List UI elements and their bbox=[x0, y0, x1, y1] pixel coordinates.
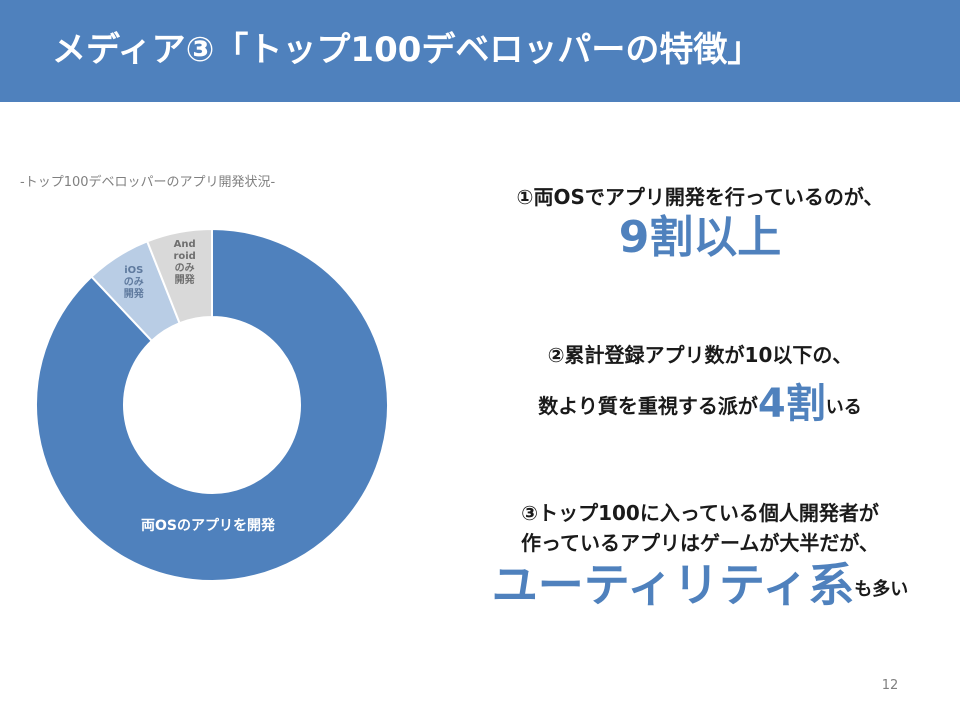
point-2-post: いる bbox=[825, 397, 862, 418]
point-3-post: も多い bbox=[854, 579, 909, 600]
point-1-text: ①両OSでアプリ開発を行っているのが、 bbox=[516, 185, 884, 209]
chart-caption: -トップ100デベロッパーのアプリ開発状況- bbox=[20, 175, 276, 190]
point-2-text-line1: ②累計登録アプリ数が10以下の、 bbox=[547, 343, 853, 367]
point-3-text-line3: ユーティリティ系も多い bbox=[440, 552, 960, 618]
point-2-highlight: 4割 bbox=[757, 381, 826, 427]
title-bar: メディア③「トップ100デベロッパーの特徴」 bbox=[0, 0, 960, 102]
donut-slice-label: And roid のみ開発 bbox=[173, 239, 195, 286]
donut-slice bbox=[35, 227, 389, 582]
donut-slice bbox=[145, 227, 213, 325]
point-3-text-line2: 作っているアプリはゲームが大半だが、 bbox=[521, 531, 879, 555]
point-2-text-line2: 数より質を重視する派が4割いる bbox=[440, 378, 960, 430]
point-3-highlight: ユーティリティ系 bbox=[491, 558, 855, 612]
point-2-pre: 数より質を重視する派が bbox=[538, 394, 758, 418]
donut-slice-label: 両OSのアプリを開発 bbox=[141, 517, 276, 534]
slide-title: メディア③「トップ100デベロッパーの特徴」 bbox=[52, 30, 762, 70]
page-number: 12 bbox=[881, 678, 899, 693]
point-1-highlight: 9割以上 bbox=[618, 212, 782, 263]
point-3-text-line1: ③トップ100に入っている個人開発者が bbox=[521, 501, 879, 525]
donut-slice-label: iOS のみ開発 bbox=[124, 265, 145, 300]
